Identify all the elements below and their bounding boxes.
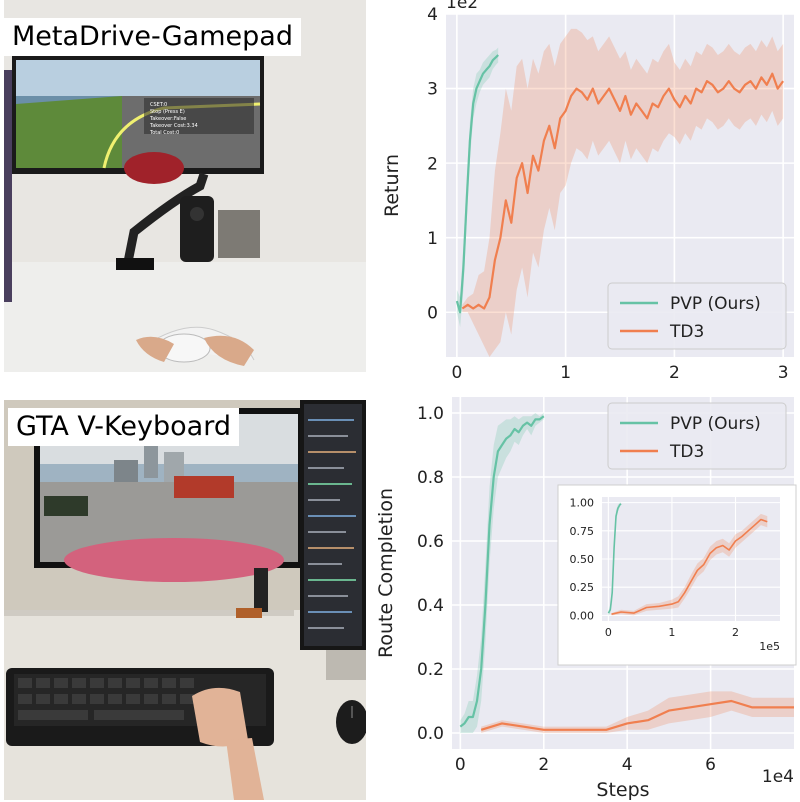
x-tick-label: 1: [668, 626, 675, 639]
x-tick-label: 1: [560, 363, 571, 383]
photo-gta-keyboard: GTA V-Keyboard: [4, 400, 366, 800]
y-tick-label: 0.6: [417, 532, 444, 552]
y-tick-label: 0.4: [417, 596, 444, 616]
y-axis-label: Return: [381, 154, 403, 217]
x-axis-label: Steps: [596, 779, 649, 801]
x-tick-label: 2: [538, 755, 549, 775]
legend-label: PVP (Ours): [670, 414, 761, 434]
y-tick-label: 1.00: [570, 497, 595, 510]
legend: PVP (Ours) TD3: [607, 402, 787, 470]
y-tick-label: 2: [427, 154, 438, 174]
series-line: [480, 699, 794, 731]
photo-metadrive-gamepad: CSET:0 Stop (Press E) Takeover:False Tak…: [4, 0, 366, 372]
y-tick-label: 3: [427, 80, 438, 100]
y-tick-label: 1: [427, 229, 438, 249]
x-exponent-label: 1e5: [759, 640, 780, 653]
y-tick-label: 1.0: [417, 404, 444, 424]
series-line: [455, 54, 499, 314]
y-tick-label: 0.25: [570, 581, 595, 594]
series-band: [462, 28, 784, 357]
y-tick-label: 0.75: [570, 525, 595, 538]
photo-screen-text: Stop (Press E): [150, 109, 185, 115]
series-band: [481, 691, 794, 733]
return-chart: 0 1 2 3 0 1 2 3 4 Return 1e2 PVP (Ours) TD3: [381, 0, 794, 383]
legend-label: TD3: [669, 322, 704, 342]
x-tick-label: 0: [451, 363, 462, 383]
series-line: [459, 415, 545, 728]
x-tick-label: 3: [778, 363, 789, 383]
photo-scene: CSET:0 Stop (Press E) Takeover:False Tak…: [4, 0, 366, 372]
x-tick-label: 4: [622, 755, 633, 775]
x-tick-label: 0: [455, 755, 466, 775]
photo-screen-text: Total Cost:0: [149, 130, 179, 136]
series-band: [611, 513, 768, 616]
y-tick-label: 0.8: [417, 468, 444, 488]
legend: PVP (Ours) TD3: [607, 282, 787, 350]
y-exponent-label: 1e2: [446, 0, 478, 13]
legend-box: [607, 282, 787, 350]
y-tick-label: 0: [427, 303, 438, 323]
x-exponent-label: 1e4: [762, 767, 794, 787]
y-tick-label: 0.0: [417, 724, 444, 744]
series-line: [611, 518, 768, 615]
legend-box: [607, 402, 787, 470]
photo-screen-text: Takeover Cost:3.34: [149, 123, 198, 129]
legend-label: PVP (Ours): [670, 294, 761, 314]
photo-label: GTA V-Keyboard: [8, 408, 239, 446]
photo-label: MetaDrive-Gamepad: [4, 18, 301, 56]
y-tick-label: 0.00: [570, 609, 595, 622]
y-tick-label: 4: [427, 5, 438, 25]
x-tick-label: 2: [669, 363, 680, 383]
series-line: [607, 503, 622, 614]
x-tick-label: 6: [705, 755, 716, 775]
photo-screen-text: Takeover:False: [149, 116, 186, 122]
x-tick-label: 0: [605, 626, 612, 639]
y-tick-label: 0.2: [417, 660, 444, 680]
legend-label: TD3: [669, 442, 704, 462]
y-axis-label: Route Completion: [375, 488, 397, 658]
series-line: [461, 72, 784, 310]
y-tick-label: 0.50: [570, 553, 595, 566]
photo-screen-text: CSET:0: [150, 102, 167, 108]
route-completion-inset-chart: 0 1 2 0.00 0.25 0.50 0.75 1.00 1e5: [557, 484, 797, 666]
x-tick-label: 2: [732, 626, 739, 639]
